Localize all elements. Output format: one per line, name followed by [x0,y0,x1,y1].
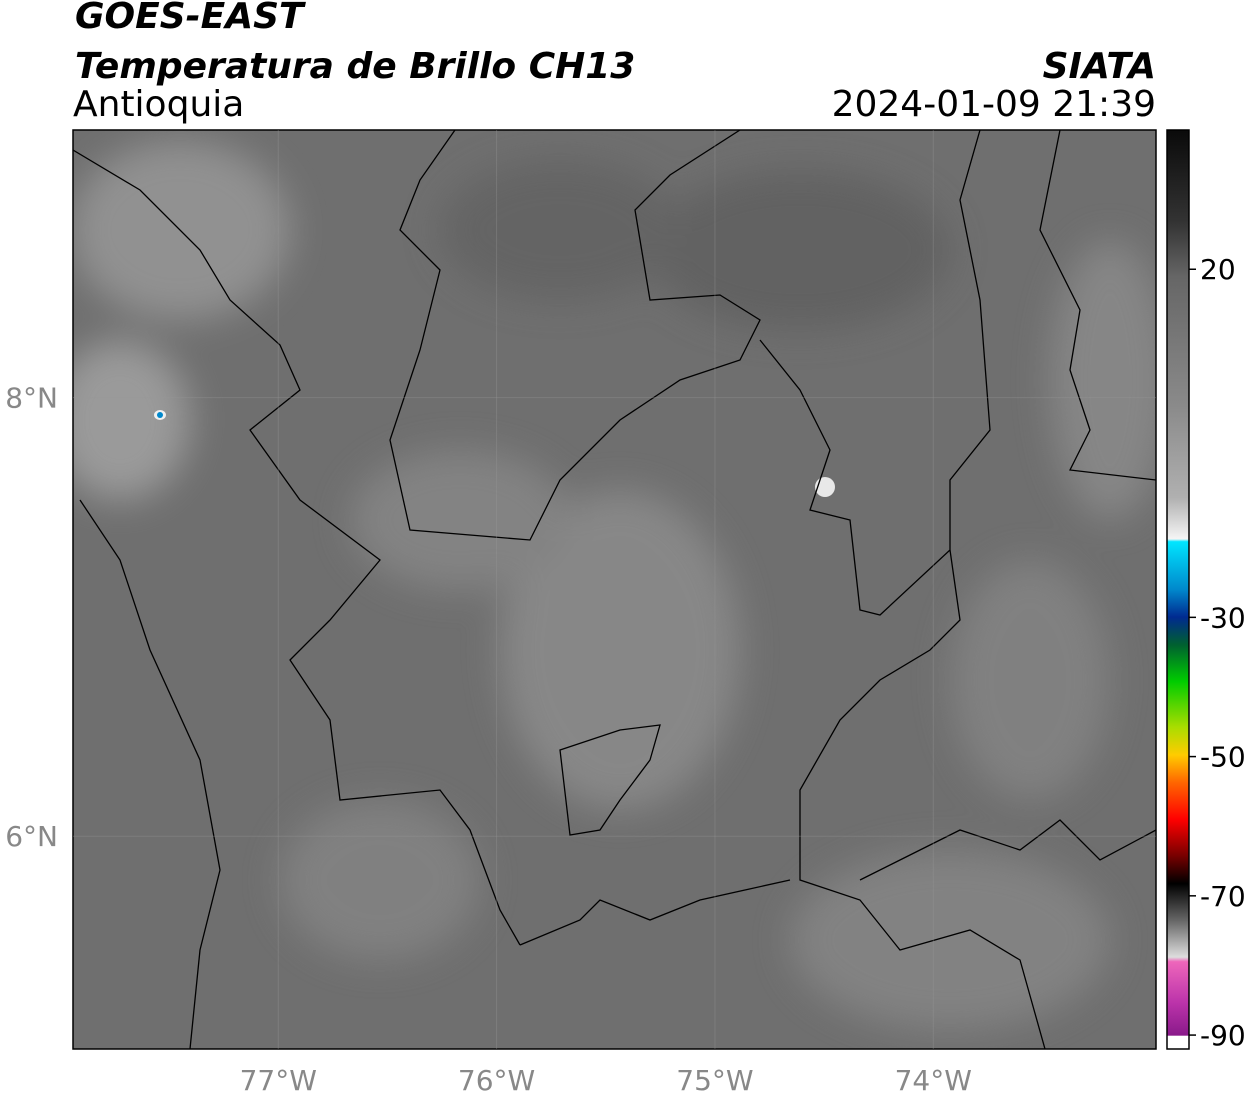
source: SIATA [1043,46,1156,87]
x-tick-label: 76°W [458,1064,535,1097]
title: GOES-EAST [75,0,306,37]
colorbar-tick-label: -30 [1200,601,1246,634]
colorbar-tick-label: -70 [1200,880,1246,913]
map-frame [72,129,1157,1050]
colorbar [1166,129,1190,1050]
x-tick-label: 75°W [676,1064,753,1097]
region: Antioquia [73,84,244,125]
y-tick-label: 6°N [5,820,58,853]
colorbar-tick-label: -50 [1200,741,1246,774]
colorbar-tick-label: -90 [1200,1019,1246,1052]
x-tick-label: 77°W [240,1064,317,1097]
colorbar-tick-label: 20 [1200,253,1236,286]
y-tick-label: 8°N [5,382,58,415]
x-tick-label: 74°W [895,1064,972,1097]
datetime: 2024-01-09 21:39 [832,84,1156,125]
satellite-image [73,130,1156,1049]
subtitle: Temperatura de Brillo CH13 [75,46,635,87]
